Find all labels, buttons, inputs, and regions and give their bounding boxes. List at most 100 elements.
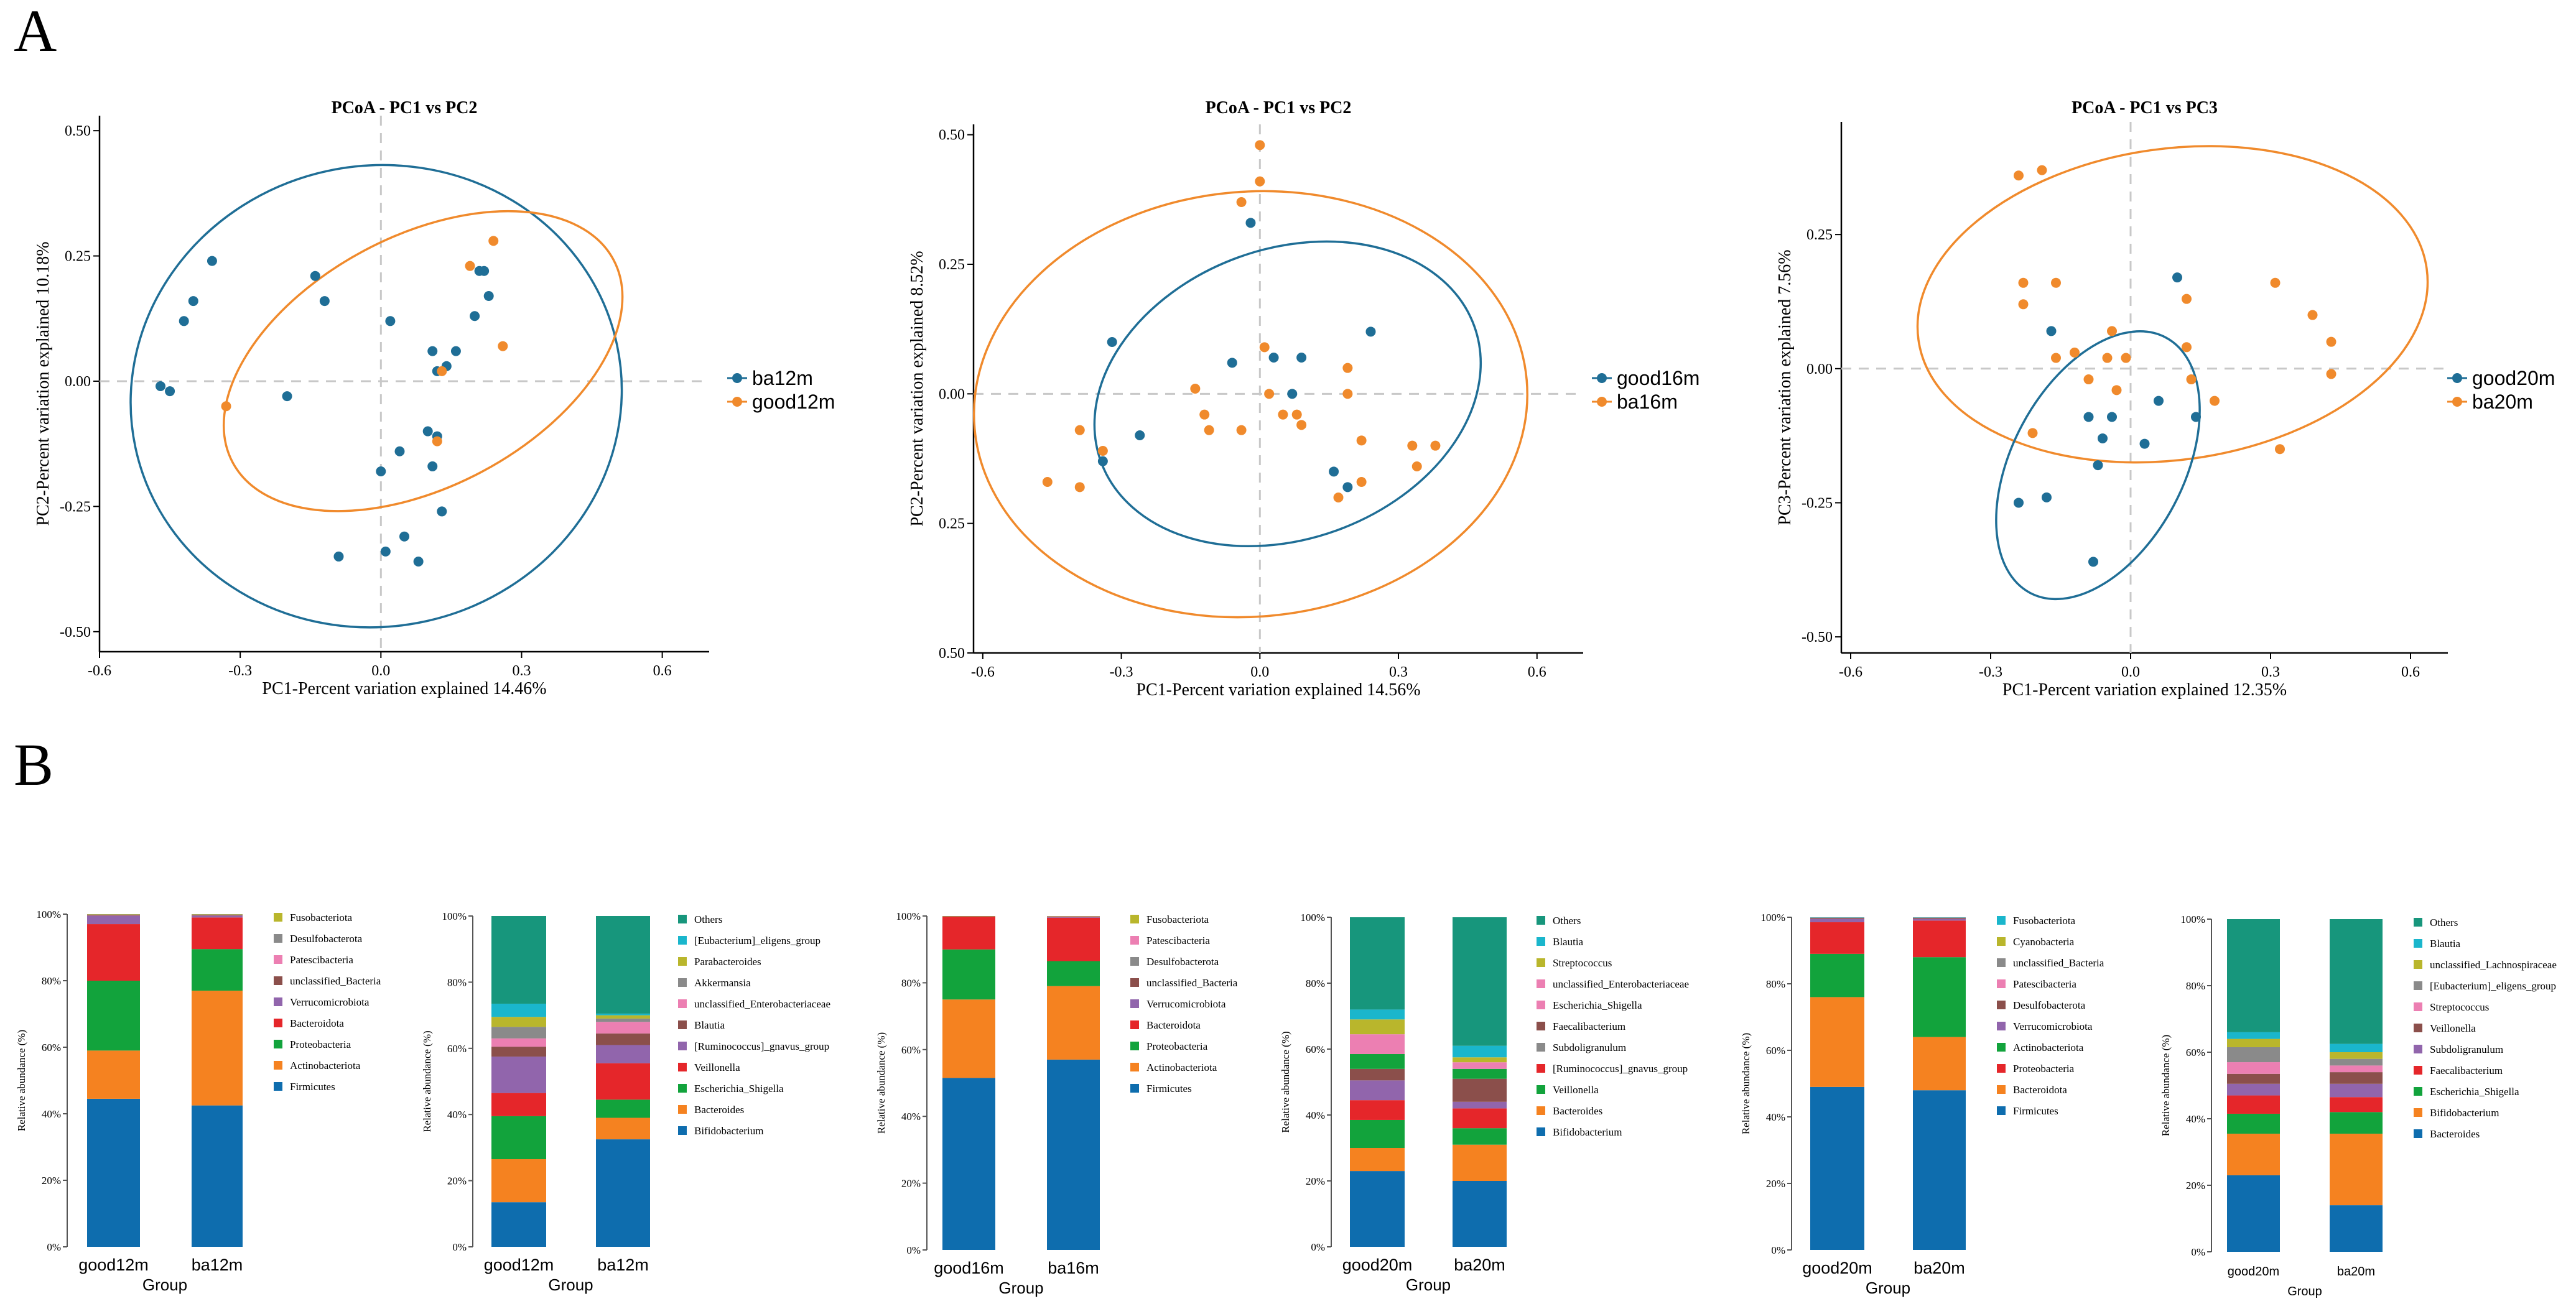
legend-swatch-Fusobacteriota	[1997, 916, 2006, 925]
legend-swatch-unclassified_Bacteria	[274, 976, 282, 985]
bar-segment-good20m-Streptococcus	[2227, 1062, 2280, 1074]
data-point-good12m	[432, 436, 442, 446]
y-tick-label: 40%	[1766, 1111, 1785, 1123]
data-point-ba12m	[319, 296, 330, 307]
data-point-good16m	[1097, 456, 1108, 466]
data-point-ba20m	[2107, 326, 2117, 336]
legend-label: Desulfobacterota	[1146, 956, 1219, 968]
legend-swatch-Parabacteroides	[678, 957, 687, 966]
legend-swatch-Escherichia_Shigella	[678, 1084, 687, 1093]
bar-segment-ba12m-Parabacteroides	[596, 1015, 650, 1019]
legend-label: Bacteroides	[1553, 1105, 1602, 1117]
x-axis-label: Group	[1406, 1275, 1451, 1294]
category-label: good12m	[484, 1256, 554, 1274]
data-point-good20m	[2139, 438, 2150, 449]
data-point-ba16m	[1255, 176, 1265, 187]
legend-label: Actinobacteriota	[2013, 1042, 2084, 1053]
data-point-ba12m	[450, 346, 461, 356]
data-point-ba20m	[2270, 277, 2281, 288]
y-tick-label: 0.25	[1806, 227, 1833, 243]
y-axis-label: PC3-Percent variation explained 7.56%	[1775, 249, 1795, 525]
x-tick-label: -0.3	[1979, 664, 2002, 680]
legend-label: Patescibacteria	[2013, 978, 2076, 990]
data-point-ba20m	[2102, 353, 2113, 363]
data-point-ba12m	[470, 311, 480, 322]
x-axis-label: Group	[142, 1275, 187, 1294]
bar-segment-ba16m-Actinobacteriota	[1047, 986, 1100, 1060]
legend-label: Verrucomicrobiota	[1146, 998, 1226, 1010]
y-tick-label: 0%	[452, 1241, 467, 1253]
data-point-good20m	[2107, 412, 2117, 422]
legend-swatch-Escherichia_Shigella	[1537, 1001, 1545, 1009]
data-point-good12m	[488, 236, 499, 246]
legend-label: Desulfobacterota	[290, 933, 363, 945]
bar-segment-good12m-[Eubacterium]_eligens_group	[491, 1003, 546, 1017]
y-tick-label: 60%	[447, 1043, 467, 1055]
legend-label: Veillonella	[1553, 1084, 1599, 1096]
y-axis-label: Relative abundance (%)	[421, 1030, 433, 1132]
bar-segment-ba20m-Streptococcus	[1453, 1057, 1507, 1063]
data-point-good20m	[2042, 492, 2052, 502]
data-point-ba16m	[1204, 425, 1214, 435]
legend-label: Others	[694, 914, 722, 925]
legend-label: ba12m	[752, 367, 813, 389]
legend-marker-ba12m	[732, 373, 742, 383]
legend-label: ba20m	[2472, 391, 2533, 413]
bar-segment-ba20m-Verrucomicrobiota	[1913, 918, 1966, 921]
y-tick-label: 0.50	[65, 123, 91, 139]
data-point-good16m	[1296, 353, 1307, 363]
data-point-ba12m	[207, 256, 217, 266]
legend-swatch-Veillonella	[2414, 1024, 2422, 1032]
x-tick-label: 0.6	[653, 663, 672, 679]
legend-swatch-Blautia	[1537, 937, 1545, 946]
y-tick-label: 0.00	[65, 374, 91, 390]
data-point-ba16m	[1255, 140, 1265, 150]
legend-label: Faecalibacterium	[1553, 1020, 1625, 1032]
y-tick-label: 0%	[47, 1241, 61, 1253]
bar-segment-good20m-Bifidobacterium	[1350, 1171, 1405, 1247]
x-axis-label: Group	[1866, 1279, 1910, 1297]
bar-segment-ba20m-Escherichia_Shigella	[1453, 1068, 1507, 1079]
bar-segment-ba16m-Fusobacteriota	[1047, 916, 1100, 917]
data-point-ba12m	[380, 546, 391, 557]
category-label: ba12m	[192, 1256, 243, 1274]
bar-segment-good20m-unclassified_Enterobacteriaceae	[1350, 1034, 1405, 1054]
data-point-ba12m	[179, 316, 189, 326]
legend-swatch-Firmicutes	[1997, 1106, 2006, 1115]
legend-label: Blautia	[1553, 936, 1584, 948]
bar-segment-good12m-Bacteroides	[491, 1159, 546, 1203]
y-tick-label: 40%	[447, 1109, 467, 1121]
legend-label: Proteobacteria	[1146, 1040, 1208, 1052]
category-label: good16m	[934, 1259, 1004, 1277]
bar-segment-good12m-Proteobacteria	[87, 981, 140, 1051]
bar-segment-good12m-Akkermansia	[491, 1027, 546, 1039]
legend-swatch-Desulfobacterota	[1130, 957, 1139, 966]
legend-swatch-Blautia	[678, 1020, 687, 1029]
bar-segment-ba20m-Veillonella	[1453, 1128, 1507, 1145]
legend-label: Veillonella	[694, 1062, 740, 1073]
legend-label: good16m	[1617, 367, 1700, 389]
abundance-bar-chart-1: 0% 20% 40% 60% 80% 100% Relative abundance (%)…	[16, 909, 381, 1294]
bar-segment-good20m-unclassified_Lachnospiraceae	[2227, 1039, 2280, 1047]
legend-swatch-[Ruminococcus]_gnavus_group	[1537, 1064, 1545, 1073]
panel-label-a: A	[14, 0, 57, 64]
data-point-ba12m	[385, 316, 396, 326]
data-point-good16m	[1135, 430, 1145, 440]
bar-segment-good20m-Subdoligranulum	[1350, 1080, 1405, 1101]
category-label: ba16m	[1048, 1259, 1099, 1277]
legend-swatch-Subdoligranulum	[2414, 1045, 2422, 1053]
data-point-ba12m	[394, 446, 405, 456]
x-axis-label: PC1-Percent variation explained 14.56%	[1136, 680, 1420, 700]
legend-label: [Eubacterium]_eligens_group	[694, 935, 821, 946]
data-point-ba16m	[1278, 409, 1288, 420]
data-point-ba20m	[2210, 396, 2220, 406]
y-axis-label: Relative abundance (%)	[1740, 1033, 1752, 1134]
bar-segment-ba16m-Patescibacteria	[1047, 916, 1100, 917]
x-tick-label: -0.3	[1110, 664, 1133, 680]
legend-swatch-Firmicutes	[274, 1082, 282, 1091]
bar-segment-ba16m-Verrucomicrobiota	[1047, 917, 1100, 918]
bar-segment-good20m-Others	[1350, 917, 1405, 1010]
x-tick-label: -0.6	[88, 663, 111, 679]
y-tick-label: 80%	[901, 977, 921, 989]
legend-swatch-unclassified_Enterobacteriaceae	[1537, 979, 1545, 988]
